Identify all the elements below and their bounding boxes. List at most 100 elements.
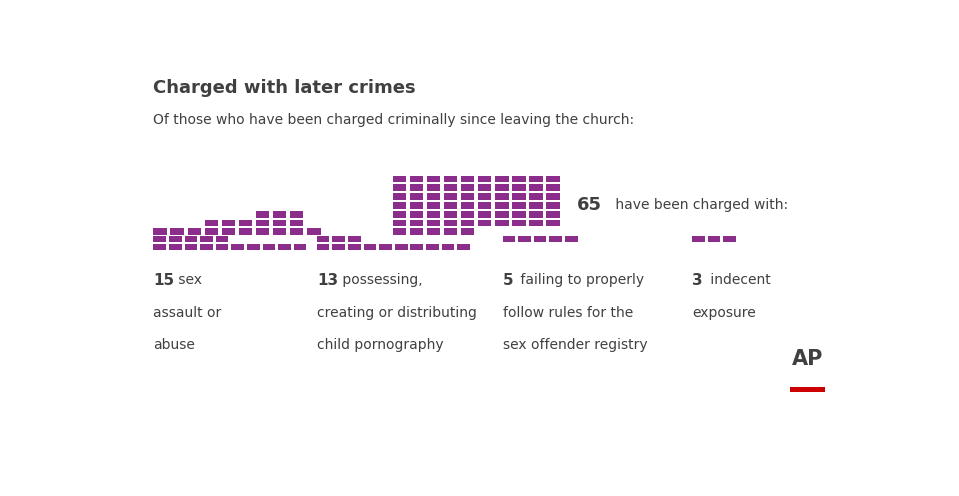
Text: 13: 13 [316,273,338,288]
FancyBboxPatch shape [153,228,167,235]
FancyBboxPatch shape [461,176,475,183]
FancyBboxPatch shape [363,244,376,250]
FancyBboxPatch shape [789,387,825,392]
FancyBboxPatch shape [512,220,526,226]
FancyBboxPatch shape [529,211,543,218]
FancyBboxPatch shape [169,244,181,250]
FancyBboxPatch shape [461,228,475,235]
FancyBboxPatch shape [461,185,475,191]
FancyBboxPatch shape [444,202,457,209]
FancyBboxPatch shape [316,236,330,243]
FancyBboxPatch shape [348,244,361,250]
FancyBboxPatch shape [333,244,345,250]
FancyBboxPatch shape [461,193,475,200]
FancyBboxPatch shape [692,236,705,243]
FancyBboxPatch shape [263,244,275,250]
FancyBboxPatch shape [442,244,455,250]
Text: failing to properly: failing to properly [516,273,644,287]
FancyBboxPatch shape [547,176,560,183]
FancyBboxPatch shape [290,228,303,235]
FancyBboxPatch shape [723,236,736,243]
Text: 65: 65 [577,196,602,214]
FancyBboxPatch shape [495,185,508,191]
Text: sex: sex [175,273,202,287]
FancyBboxPatch shape [461,211,475,218]
Text: assault or: assault or [153,306,222,320]
Text: 5: 5 [503,273,513,288]
FancyBboxPatch shape [427,220,440,226]
Text: have been charged with:: have been charged with: [612,198,788,212]
FancyBboxPatch shape [171,228,184,235]
FancyBboxPatch shape [278,244,291,250]
FancyBboxPatch shape [479,211,492,218]
FancyBboxPatch shape [534,236,547,243]
FancyBboxPatch shape [239,220,252,226]
FancyBboxPatch shape [479,220,492,226]
FancyBboxPatch shape [273,220,287,226]
FancyBboxPatch shape [427,211,440,218]
Text: abuse: abuse [153,338,196,352]
FancyBboxPatch shape [204,220,218,226]
FancyBboxPatch shape [409,176,423,183]
FancyBboxPatch shape [495,176,508,183]
FancyBboxPatch shape [256,220,269,226]
FancyBboxPatch shape [461,220,475,226]
Text: exposure: exposure [692,306,756,320]
FancyBboxPatch shape [409,193,423,200]
FancyBboxPatch shape [410,244,423,250]
FancyBboxPatch shape [495,220,508,226]
FancyBboxPatch shape [409,220,423,226]
FancyBboxPatch shape [529,176,543,183]
FancyBboxPatch shape [529,185,543,191]
FancyBboxPatch shape [216,236,228,243]
FancyBboxPatch shape [290,220,303,226]
FancyBboxPatch shape [708,236,720,243]
FancyBboxPatch shape [184,236,198,243]
FancyBboxPatch shape [518,236,531,243]
FancyBboxPatch shape [395,244,408,250]
FancyBboxPatch shape [512,176,526,183]
FancyBboxPatch shape [392,211,406,218]
FancyBboxPatch shape [495,211,508,218]
FancyBboxPatch shape [512,193,526,200]
FancyBboxPatch shape [529,193,543,200]
FancyBboxPatch shape [444,220,457,226]
FancyBboxPatch shape [444,193,457,200]
FancyBboxPatch shape [479,193,492,200]
FancyBboxPatch shape [188,228,200,235]
FancyBboxPatch shape [153,244,166,250]
FancyBboxPatch shape [409,185,423,191]
FancyBboxPatch shape [444,176,457,183]
FancyBboxPatch shape [348,236,361,243]
FancyBboxPatch shape [512,211,526,218]
FancyBboxPatch shape [409,228,423,235]
FancyBboxPatch shape [307,228,320,235]
FancyBboxPatch shape [444,228,457,235]
Text: Charged with later crimes: Charged with later crimes [153,78,416,97]
FancyBboxPatch shape [427,185,440,191]
FancyBboxPatch shape [495,193,508,200]
FancyBboxPatch shape [426,244,438,250]
FancyBboxPatch shape [547,193,560,200]
Text: child pornography: child pornography [316,338,443,352]
FancyBboxPatch shape [565,236,577,243]
FancyBboxPatch shape [547,202,560,209]
FancyBboxPatch shape [479,185,492,191]
FancyBboxPatch shape [547,211,560,218]
Text: sex offender registry: sex offender registry [503,338,647,352]
FancyBboxPatch shape [503,236,515,243]
Text: 15: 15 [153,273,175,288]
FancyBboxPatch shape [427,228,440,235]
Text: Of those who have been charged criminally since leaving the church:: Of those who have been charged criminall… [153,113,635,127]
FancyBboxPatch shape [204,228,218,235]
FancyBboxPatch shape [495,202,508,209]
FancyBboxPatch shape [444,185,457,191]
FancyBboxPatch shape [392,185,406,191]
Text: 3: 3 [692,273,703,288]
FancyBboxPatch shape [256,228,269,235]
FancyBboxPatch shape [200,244,213,250]
Text: AP: AP [792,349,823,369]
Text: follow rules for the: follow rules for the [503,306,633,320]
FancyBboxPatch shape [529,202,543,209]
FancyBboxPatch shape [427,193,440,200]
